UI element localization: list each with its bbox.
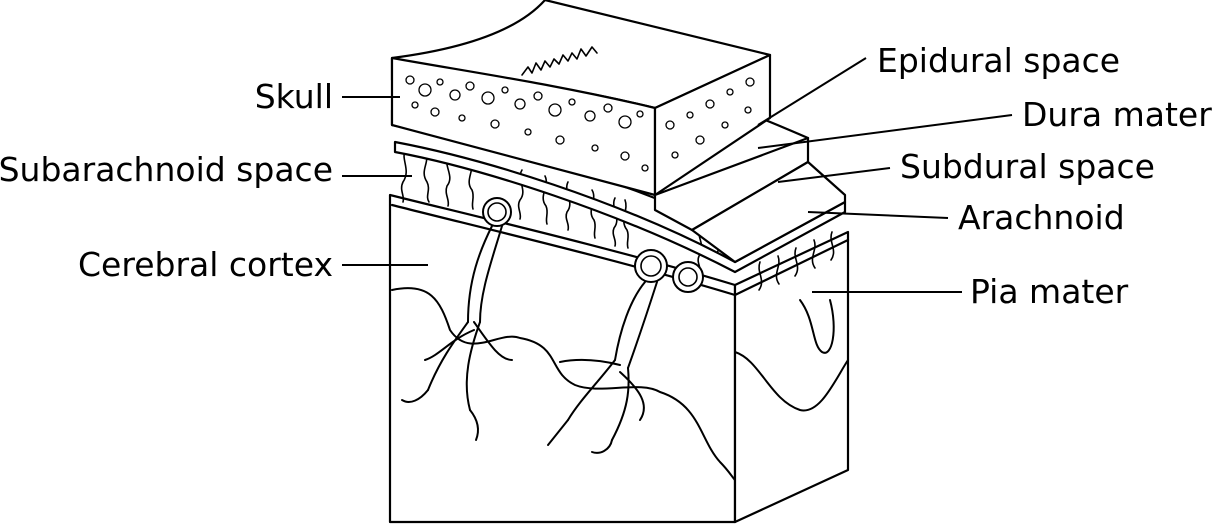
leader-epidural-space bbox=[757, 57, 867, 126]
label-pia-mater: Pia mater bbox=[970, 272, 1129, 311]
label-epidural-space: Epidural space bbox=[877, 41, 1120, 80]
label-skull: Skull bbox=[255, 77, 333, 116]
cortex-folds bbox=[391, 287, 849, 481]
leader-dura-mater bbox=[757, 114, 1013, 149]
label-cerebral-cortex: Cerebral cortex bbox=[78, 245, 333, 284]
meninges-illustration bbox=[388, 0, 850, 524]
leader-lines bbox=[342, 57, 1013, 293]
label-subarachnoid-space: Subarachnoid space bbox=[0, 150, 333, 189]
labels: Skull Subarachnoid space Cerebral cortex… bbox=[0, 41, 1212, 311]
label-arachnoid: Arachnoid bbox=[958, 198, 1125, 237]
arachnoid-band bbox=[393, 140, 847, 274]
leader-arachnoid bbox=[807, 211, 949, 219]
pia-mater-line bbox=[390, 203, 850, 297]
skull-spongy-bone bbox=[405, 75, 755, 172]
blood-vessels bbox=[482, 197, 704, 293]
label-subdural-space: Subdural space bbox=[900, 147, 1155, 186]
cortical-vessels bbox=[401, 225, 658, 454]
leader-subdural-space bbox=[777, 167, 891, 183]
subdural-block bbox=[690, 160, 847, 264]
skull-suture bbox=[521, 46, 598, 76]
cortex-side-face bbox=[733, 230, 850, 524]
label-dura-mater: Dura mater bbox=[1022, 95, 1212, 134]
